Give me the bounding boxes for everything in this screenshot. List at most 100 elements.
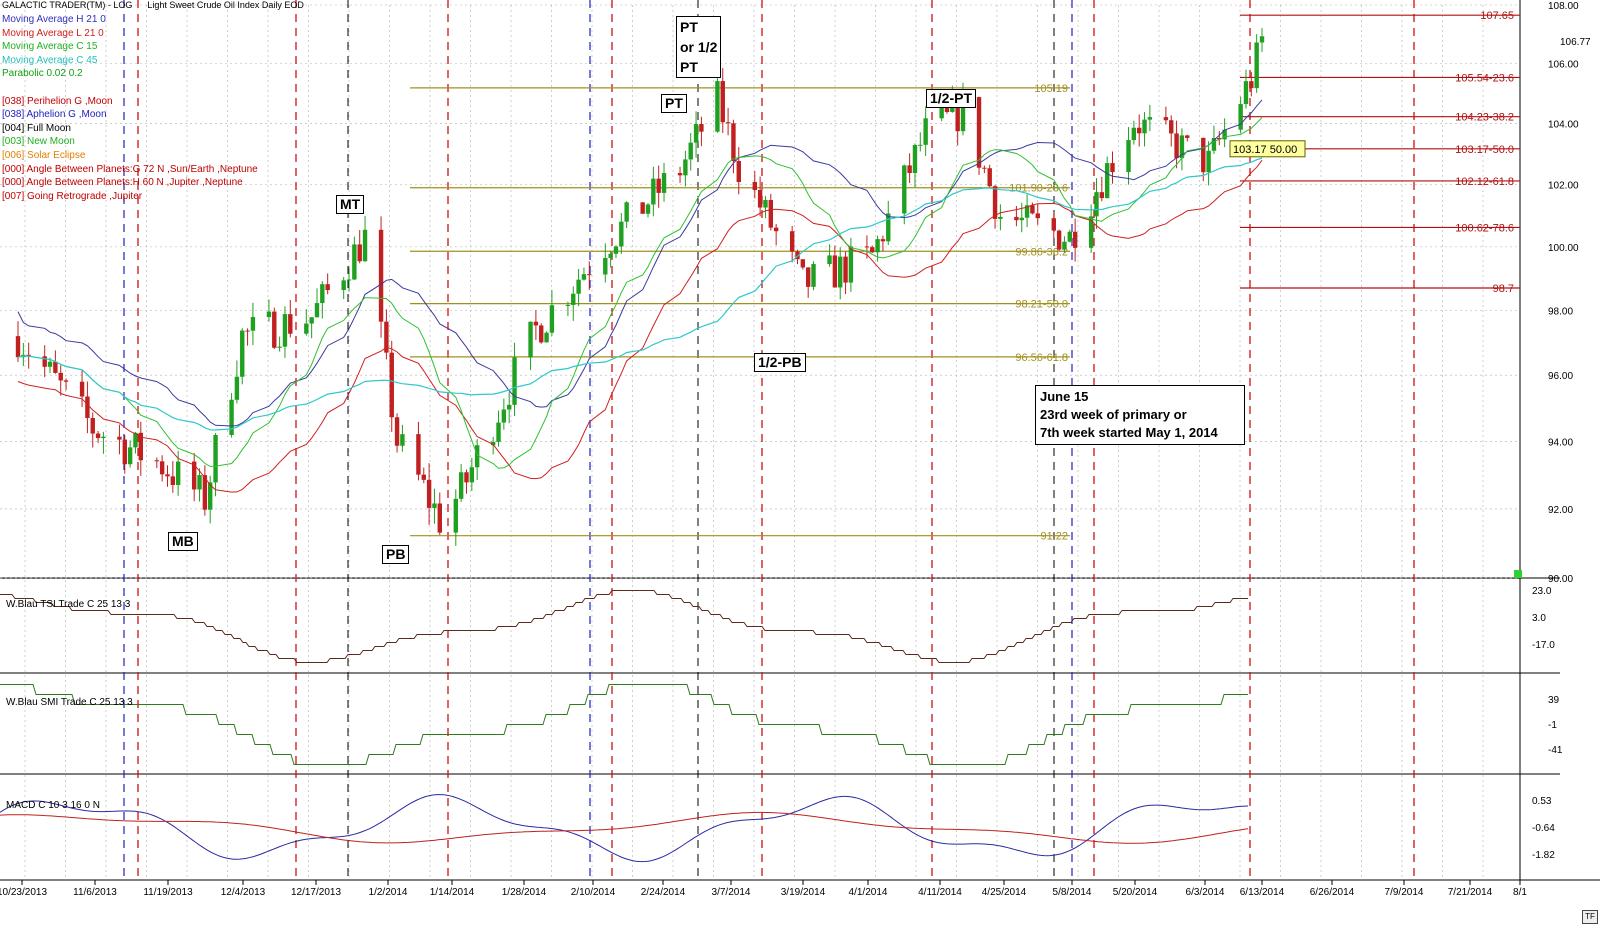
annotation-pt-or-half: PT or 1/2 PT — [676, 16, 722, 78]
candle-body — [918, 144, 923, 146]
candle-body — [421, 474, 426, 480]
candle-body — [122, 439, 127, 465]
fib-label-red: 104.23-38.2 — [1455, 112, 1514, 124]
candle-body — [1259, 36, 1265, 43]
candle-body — [288, 314, 293, 334]
candle-body — [416, 434, 421, 475]
date-axis-label: 6/3/2014 — [1186, 887, 1225, 898]
candle-body — [1201, 137, 1206, 173]
price-axis-label: 108.00 — [1548, 1, 1579, 12]
fib-label-olive: 105.19 — [1034, 83, 1068, 95]
candle-body — [197, 475, 202, 490]
candle-body — [474, 445, 480, 468]
candle-body — [736, 161, 741, 183]
candle-body — [902, 165, 907, 214]
candle-body — [811, 264, 816, 287]
candle-body — [640, 202, 645, 214]
macd-signal-line — [0, 811, 1249, 844]
candle-body — [341, 280, 346, 291]
candle-body — [864, 246, 870, 248]
candle-body — [1238, 104, 1243, 130]
candle-body — [362, 229, 368, 262]
candle-body — [715, 81, 720, 132]
macd-axis-label: -1.82 — [1532, 850, 1555, 861]
date-axis-label: 10/23/2013 — [0, 887, 47, 898]
candle-body — [661, 173, 667, 193]
candle-body — [277, 346, 282, 348]
candle-body — [229, 399, 234, 435]
candle-body — [1131, 127, 1137, 141]
price-axis-label: 94.00 — [1548, 437, 1573, 448]
candle-body — [987, 168, 992, 187]
annotation-mt: MT — [336, 195, 365, 214]
candle-body — [699, 124, 704, 132]
candle-body — [304, 323, 309, 334]
candle-body — [384, 321, 389, 353]
candle-body — [1185, 135, 1190, 138]
candle-body — [587, 274, 592, 276]
indicator-legend: Moving Average H 21 0 Moving Average L 21… — [2, 13, 258, 203]
candle-body — [757, 190, 763, 208]
legend-item: Moving Average C 15 — [2, 41, 98, 53]
timeframe-button[interactable]: TF — [1582, 910, 1598, 924]
fib-label-olive: 98.21-50.0 — [1015, 299, 1068, 311]
price-axis-label: 98.00 — [1548, 306, 1573, 317]
price-axis-label: 106.00 — [1548, 60, 1579, 71]
date-axis-label: 12/17/2013 — [291, 887, 341, 898]
candle-body — [1243, 81, 1249, 105]
candle-body — [576, 279, 581, 294]
candle-body — [651, 178, 656, 205]
candle-body — [165, 474, 170, 477]
price-tag-text: 103.17 50.00 — [1233, 144, 1297, 156]
tsi-label: W.Blau TSI Trade C 25 13 3 — [6, 599, 131, 610]
candle-body — [693, 124, 699, 143]
candle-body — [15, 336, 21, 358]
legend-item: [003] New Moon — [2, 136, 75, 148]
candle-body — [138, 432, 143, 461]
candle-body — [325, 284, 330, 291]
ma-close-15 — [17, 117, 1263, 469]
candle-body — [506, 404, 512, 410]
note-line1: June 15 — [1040, 389, 1089, 404]
candle-body — [512, 357, 517, 405]
candle-body — [1110, 163, 1115, 173]
legend-item: [000] Angle Between Planets:H 60 N ,Jupi… — [2, 177, 243, 189]
candle-body — [805, 267, 811, 287]
candle-body — [976, 97, 982, 168]
candle-body — [352, 244, 357, 280]
candle-body — [1142, 119, 1147, 134]
note-box: June 15 23rd week of primary or 7th week… — [1035, 385, 1245, 445]
candle-body — [1067, 231, 1072, 242]
candle-body — [725, 122, 731, 124]
tsi-line — [0, 590, 1248, 663]
candle-body — [42, 356, 47, 367]
smi-axis-label: 39 — [1548, 695, 1560, 706]
candle-body — [773, 227, 779, 232]
annotation-half-pt: 1/2-PT — [926, 89, 977, 108]
candle-body — [63, 380, 69, 382]
fib-label-olive: 101.90-23.6 — [1009, 183, 1068, 195]
candle-body — [191, 461, 197, 490]
pt-box-line2: or 1/2 — [680, 39, 718, 55]
candle-body — [789, 231, 795, 252]
smi-axis-label: -41 — [1548, 745, 1563, 756]
fib-label-olive: 99.86-38.2 — [1015, 246, 1068, 258]
date-axis-label: 7/21/2014 — [1448, 887, 1493, 898]
candle-body — [346, 279, 352, 281]
fib-label-red: 107.65 — [1480, 10, 1514, 22]
date-axis-label: 6/26/2014 — [1310, 887, 1355, 898]
date-axis-label: 5/20/2014 — [1113, 887, 1158, 898]
macd-axis-label: 0.53 — [1532, 796, 1552, 807]
candle-body — [533, 321, 539, 326]
candle-body — [528, 321, 533, 358]
fib-label-red: 98.7 — [1493, 283, 1514, 295]
candle-body — [501, 409, 507, 423]
candle-body — [1169, 120, 1174, 134]
candle-body — [464, 472, 469, 483]
legend-item: [004] Full Moon — [2, 122, 71, 134]
candle-body — [170, 476, 176, 485]
date-axis-label: 11/6/2013 — [73, 887, 117, 898]
candle-body — [1019, 217, 1024, 221]
date-axis-label: 4/11/2014 — [918, 887, 962, 898]
candle-body — [688, 142, 693, 160]
